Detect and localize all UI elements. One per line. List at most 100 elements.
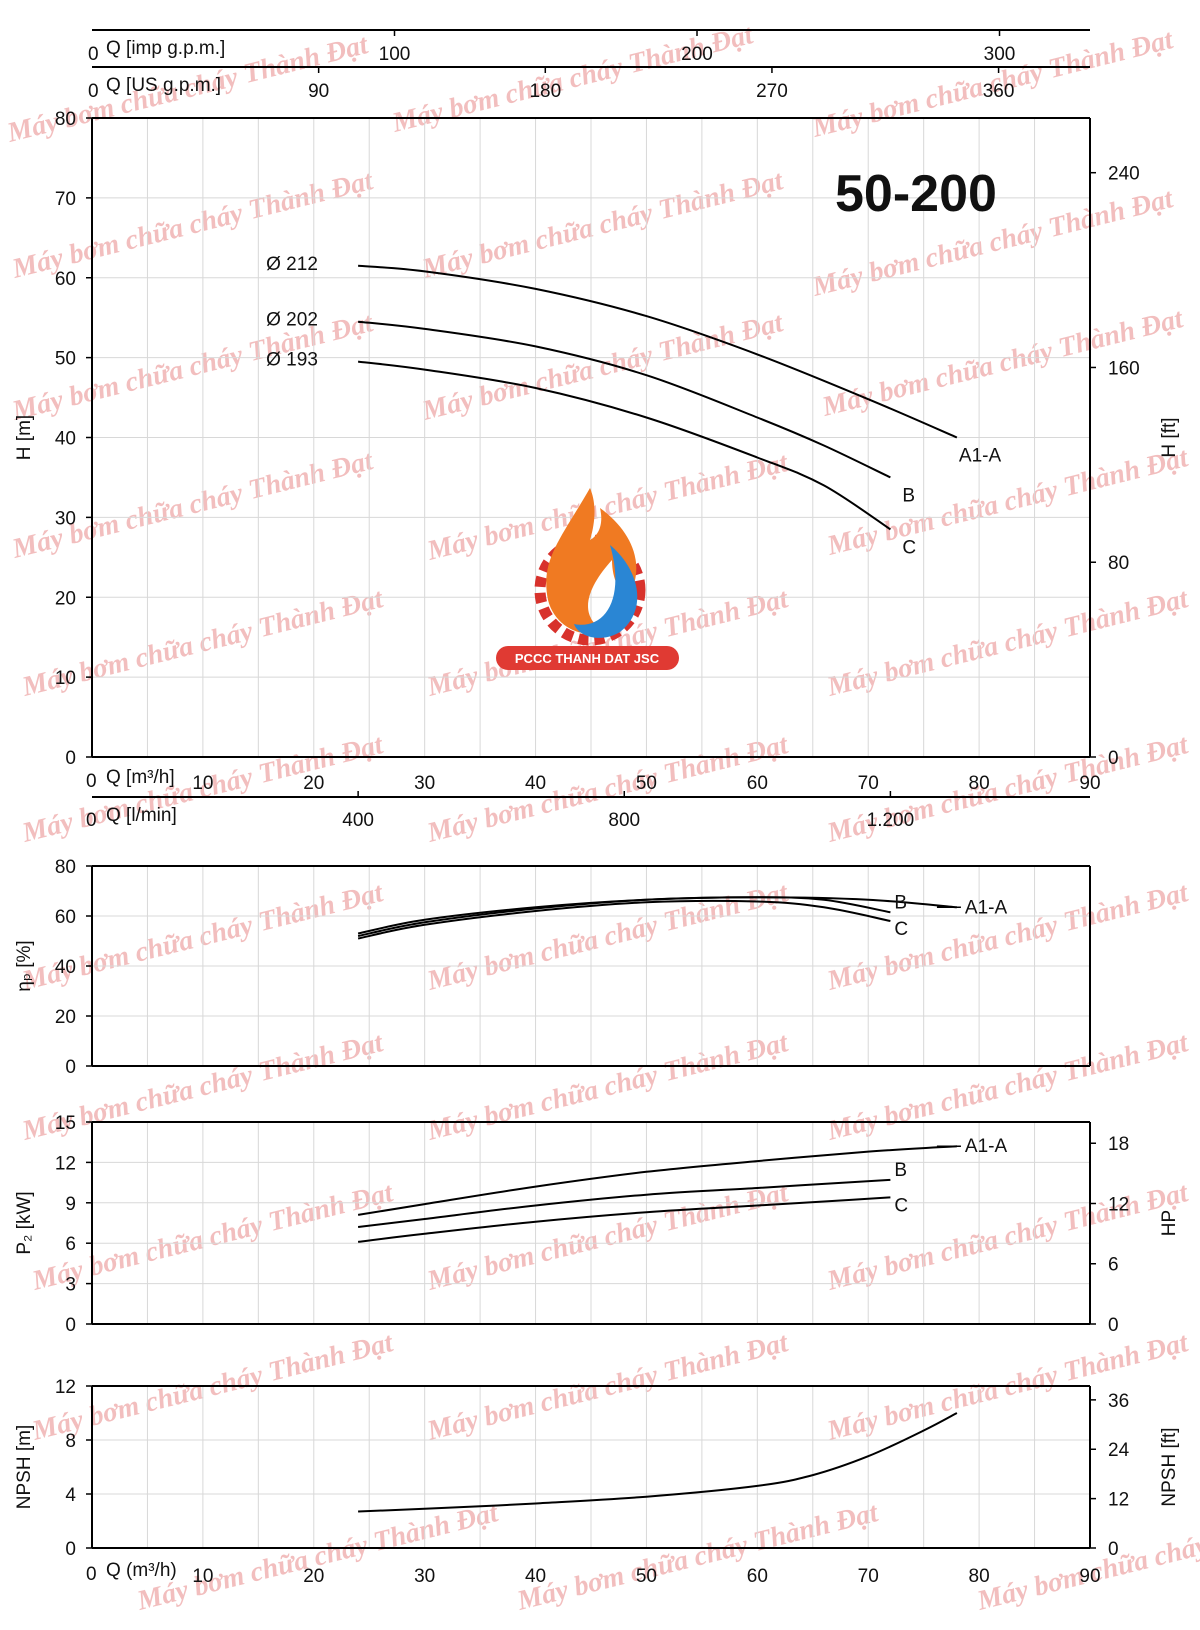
x-tick-label: 90: [1079, 773, 1100, 794]
watermark-text: Máy bơm chữa cháy Thành Đạt: [418, 307, 787, 427]
y-tick-label: 40: [55, 429, 76, 450]
watermark-text: Máy bơm chữa cháy Thành Đạt: [133, 1497, 502, 1617]
x-tick-label: 30: [414, 1566, 435, 1587]
grid-layer: [92, 117, 1090, 1549]
watermark-text: Máy bơm chữa cháy Thành Đạt: [418, 165, 787, 285]
logo-band: [496, 646, 679, 670]
lmin-axis-label: Q [l/min]: [106, 805, 177, 826]
watermark-text: Máy bơm chữa cháy Thành Đạt: [28, 1177, 397, 1297]
y-tick-label: 0: [65, 748, 76, 769]
imp-tick-label: 100: [379, 44, 411, 65]
y-tick-label: 12: [55, 1153, 76, 1174]
logo-gear-icon: [534, 534, 646, 646]
y-right-axis-label: HP: [1159, 1210, 1180, 1236]
x-tick-label: 40: [525, 773, 546, 794]
curve-power-1: [357, 1145, 957, 1216]
curve-head-1: [358, 264, 958, 439]
curve-npsh-1: [358, 1412, 958, 1513]
watermark-layer: Máy bơm chữa cháy Thành Đạt Máy bơm chữa …: [3, 19, 1200, 1617]
y-axis-label: P₂ [kW]: [14, 1191, 35, 1254]
watermark-text: Máy bơm chữa cháy Thành Đạt: [823, 877, 1192, 997]
x-tick-label: 10: [192, 1566, 213, 1587]
logo-text: PCCC THANH DAT JSC: [515, 651, 660, 666]
curve-end-label: C: [894, 1195, 908, 1216]
x-tick-label: 40: [525, 1566, 546, 1587]
y-tick-label: 10: [55, 668, 76, 689]
x-tick-label: 80: [969, 1566, 990, 1587]
y-axis-label: ηₚ [%]: [14, 940, 35, 991]
x-tick-label: 90: [1079, 1566, 1100, 1587]
y-tick-label: 40: [55, 957, 76, 978]
x-axis-label: Q [m³/h]: [106, 767, 175, 788]
y-right-tick-label: 18: [1108, 1134, 1129, 1155]
lmin-tick-label: 400: [342, 810, 374, 831]
y-tick-label: 50: [55, 349, 76, 370]
lmin-tick-label: 1.200: [867, 810, 915, 831]
watermark-text: Máy bơm chữa cháy Thành Đạt: [973, 1497, 1200, 1617]
y-tick-label: 9: [65, 1194, 76, 1215]
curve-diameter-label: Ø 202: [266, 310, 318, 331]
curve-efficiency-2: [357, 896, 891, 937]
axes-layer: [86, 29, 1096, 1549]
imp-axis-label: Q [imp g.p.m.]: [106, 38, 225, 59]
curve-diameter-label: Ø 193: [266, 350, 318, 371]
y-right-tick-label: 0: [1108, 748, 1119, 769]
us-tick-label: 90: [308, 81, 329, 102]
y-tick-label: 80: [55, 109, 76, 130]
watermark-text: Máy bơm chữa cháy Thành Đạt: [823, 583, 1192, 703]
y-right-tick-label: 0: [1108, 1315, 1119, 1336]
y-right-axis-label: H [ft]: [1159, 417, 1180, 457]
y-tick-label: 3: [65, 1275, 76, 1296]
y-tick-label: 60: [55, 907, 76, 928]
us-tick-label: 180: [529, 81, 561, 102]
imp-tick-label: 200: [681, 44, 713, 65]
y-right-tick-label: 24: [1108, 1440, 1130, 1461]
y-tick-label: 20: [55, 1007, 76, 1028]
curve-end-label: B: [902, 485, 915, 506]
curve-head-2: [357, 320, 891, 479]
watermark-text: Máy bơm chữa cháy Thành Đạt: [423, 1027, 792, 1147]
x-axis-label: Q (m³/h): [106, 1560, 177, 1581]
us-tick-label: 360: [983, 81, 1015, 102]
y-tick-label: 15: [55, 1113, 76, 1134]
y-tick-label: 60: [55, 269, 76, 290]
y-tick-label: 12: [55, 1377, 76, 1398]
y-tick-label: 0: [65, 1057, 76, 1078]
y-right-tick-label: 6: [1108, 1255, 1119, 1276]
x-tick-label: 60: [747, 1566, 768, 1587]
x-tick-label: 20: [303, 773, 324, 794]
x-tick-label: 30: [414, 773, 435, 794]
curve-end-label: C: [894, 919, 908, 940]
x-tick-label: 50: [636, 1566, 657, 1587]
imp-axis-zero: 0: [88, 44, 99, 65]
y-tick-label: 4: [65, 1485, 76, 1506]
x-tick-label: 80: [969, 773, 990, 794]
x-axis-zero: 0: [86, 1564, 97, 1585]
y-axis-label: NPSH [m]: [14, 1425, 35, 1509]
x-tick-label: 70: [858, 773, 879, 794]
imp-tick-label: 300: [984, 44, 1016, 65]
y-right-tick-label: 160: [1108, 358, 1140, 379]
lmin-axis-zero: 0: [86, 810, 97, 831]
curve-end-label: C: [902, 537, 916, 558]
y-tick-label: 80: [55, 857, 76, 878]
y-right-tick-label: 80: [1108, 553, 1129, 574]
curve-end-label: B: [894, 892, 907, 913]
us-axis-label: Q [US g.p.m.]: [106, 75, 221, 96]
x-axis-zero: 0: [86, 771, 97, 792]
logo-flame-icon: [546, 488, 637, 634]
curve-diameter-label: Ø 212: [266, 254, 318, 275]
y-tick-label: 20: [55, 588, 76, 609]
curve-end-label: A1-A: [959, 446, 1002, 467]
y-right-tick-label: 36: [1108, 1391, 1129, 1412]
model-title: 50-200: [835, 165, 997, 223]
x-tick-label: 70: [858, 1566, 879, 1587]
y-right-tick-label: 12: [1108, 1490, 1129, 1511]
y-tick-label: 6: [65, 1234, 76, 1255]
curve-end-label: A1-A: [965, 1136, 1008, 1157]
y-tick-label: 0: [65, 1315, 76, 1336]
watermark-text: Máy bơm chữa cháy Thành Đạt: [823, 1177, 1192, 1297]
lmin-tick-label: 800: [608, 810, 640, 831]
